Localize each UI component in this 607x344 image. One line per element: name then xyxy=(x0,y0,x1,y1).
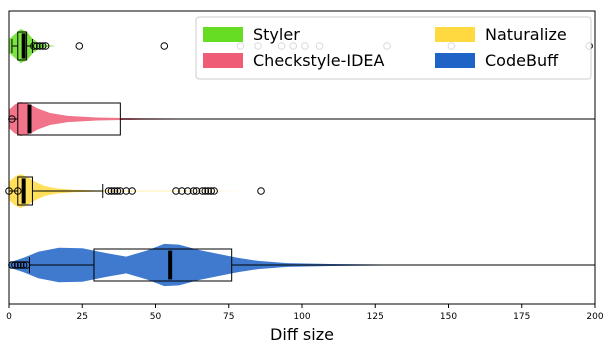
x-tick-label: 150 xyxy=(440,312,457,322)
outlier-point xyxy=(75,42,84,50)
x-tick-label: 200 xyxy=(586,312,603,322)
series-codebuff xyxy=(8,243,596,287)
x-tick-label: 0 xyxy=(6,312,12,322)
legend-swatch xyxy=(203,53,243,68)
outlier-point xyxy=(178,187,186,195)
outlier-point xyxy=(104,187,113,195)
outlier-point xyxy=(207,187,215,195)
outlier-point xyxy=(11,261,19,269)
series-checkstyle-idea xyxy=(8,102,596,136)
outlier-point xyxy=(122,187,130,195)
x-tick-label: 125 xyxy=(367,312,384,322)
x-tick-label: 50 xyxy=(150,312,162,322)
outlier-point xyxy=(192,187,201,195)
box xyxy=(17,102,121,136)
outlier-point xyxy=(128,187,136,195)
box xyxy=(17,31,28,61)
outlier-point xyxy=(198,187,207,195)
violin xyxy=(9,243,449,287)
outlier-point xyxy=(33,42,41,50)
outlier-point xyxy=(41,42,50,50)
box xyxy=(93,248,233,282)
outlier-point xyxy=(172,187,180,195)
outlier-point xyxy=(189,187,198,195)
outlier-point xyxy=(22,261,31,269)
box xyxy=(17,176,33,206)
outlier-point xyxy=(160,42,169,50)
outlier-point xyxy=(13,187,22,195)
legend: Styler Checkstyle-IDEA Naturalize CodeBuff xyxy=(195,16,592,80)
series-naturalize xyxy=(5,174,265,208)
legend-swatch xyxy=(203,27,243,42)
outlier-point xyxy=(116,187,125,195)
outlier-point xyxy=(107,187,116,195)
legend-label: Styler xyxy=(253,25,300,44)
outlier-point xyxy=(30,42,38,50)
legend-label: Checkstyle-IDEA xyxy=(253,51,385,70)
outlier-point xyxy=(38,42,47,50)
x-axis-title: Diff size xyxy=(270,325,334,344)
outlier-point xyxy=(210,187,218,195)
outlier-point xyxy=(16,261,25,269)
outlier-point xyxy=(257,187,265,195)
x-tick-label: 175 xyxy=(513,312,530,322)
x-tick-label: 25 xyxy=(77,312,88,322)
outlier-point xyxy=(19,261,28,269)
outlier-point xyxy=(204,187,212,195)
legend-label: CodeBuff xyxy=(485,51,559,70)
outlier-point xyxy=(36,42,44,50)
violin xyxy=(9,174,244,208)
outlier-point xyxy=(201,187,210,195)
legend-label: Naturalize xyxy=(485,25,567,44)
outlier-point xyxy=(13,261,22,269)
legend-frame xyxy=(195,16,592,80)
legend-swatch xyxy=(435,27,475,42)
x-tick-label: 75 xyxy=(223,312,234,322)
x-axis: 0 25 50 75 100 125 150 175 200 xyxy=(6,304,604,322)
legend-swatch xyxy=(435,53,475,68)
outlier-point xyxy=(110,187,119,195)
outlier-point xyxy=(113,187,122,195)
outlier-point xyxy=(183,187,192,195)
x-tick-label: 100 xyxy=(293,312,310,322)
